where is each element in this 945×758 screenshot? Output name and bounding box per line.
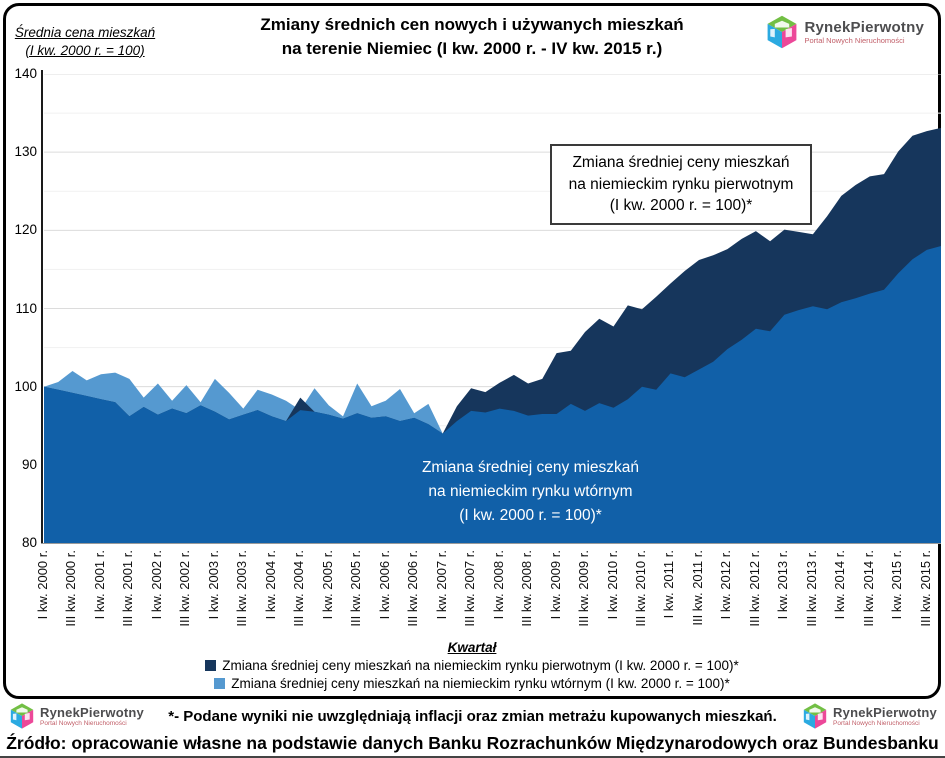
x-tick-label: I kw. 2013 r. <box>775 550 791 620</box>
annotation-secondary-line1: Zmiana średniej ceny mieszkań <box>421 459 640 476</box>
legend-label-primary: Zmiana średniej ceny mieszkań na niemiec… <box>222 658 739 673</box>
y-tick-label: 140 <box>14 66 37 81</box>
legend-swatch-primary <box>205 660 217 671</box>
y-axis-title-line2: (I kw. 2000 r. = 100) <box>25 42 145 58</box>
annotation-secondary-line2: na niemieckim rynku wtórnym <box>428 483 633 501</box>
logo-cube-icon <box>803 703 827 729</box>
y-tick-label: 90 <box>21 456 37 472</box>
x-tick-label: I kw. 2006 r. <box>376 550 392 620</box>
x-tick-label: I kw. 2010 r. <box>604 550 620 620</box>
annotation-primary-market: Zmiana średniej ceny mieszkań na niemiec… <box>550 144 812 226</box>
legend-label-secondary: Zmiana średniej ceny mieszkań na niemiec… <box>231 676 730 691</box>
x-tick-label: I kw. 2003 r. <box>205 550 221 620</box>
chart-title: Zmiany średnich cen nowych i używanych m… <box>176 13 768 61</box>
legend-item-secondary: Zmiana średniej ceny mieszkań na niemiec… <box>214 676 730 691</box>
logo-name: RynekPierwotny <box>40 705 144 720</box>
x-tick-label: I kw. 2007 r. <box>433 550 449 620</box>
y-axis-title: Średnia cena mieszkań (I kw. 2000 r. = 1… <box>10 24 160 59</box>
chart-legend: Zmiana średniej ceny mieszkań na niemiec… <box>6 658 938 691</box>
area-overlap <box>44 246 941 543</box>
x-tick-label: III kw. 2011 r. <box>689 550 705 626</box>
y-tick-label: 130 <box>14 144 37 160</box>
annotation-primary-line1: Zmiana średniej ceny mieszkań <box>572 154 790 171</box>
x-tick-label: III kw. 2005 r. <box>348 550 364 627</box>
annotation-secondary-line3: (I kw. 2000 r. = 100)* <box>459 507 602 525</box>
logo-rynekpierwotny-bottom-left: RynekPierwotny Portal Nowych Nieruchomoś… <box>8 702 144 730</box>
logo-subtitle: Portal Nowych Nieruchomości <box>40 720 127 727</box>
x-tick-label: III kw. 2002 r. <box>177 550 193 627</box>
x-tick-label: III kw. 2013 r. <box>803 550 819 627</box>
y-tick-label: 80 <box>21 535 37 550</box>
logo-name: RynekPierwotny <box>804 19 924 36</box>
area-chart <box>44 74 941 543</box>
x-tick-label: III kw. 2014 r. <box>860 550 876 627</box>
y-tick-label: 100 <box>14 378 37 394</box>
chart-frame: Średnia cena mieszkań (I kw. 2000 r. = 1… <box>3 3 941 699</box>
y-axis-line <box>41 70 43 544</box>
x-axis-line <box>41 543 941 544</box>
logo-rynekpierwotny-bottom-right: RynekPierwotny Portal Nowych Nieruchomoś… <box>801 702 937 730</box>
logo-subtitle: Portal Nowych Nieruchomości <box>804 36 905 45</box>
y-axis-title-line1: Średnia cena mieszkań <box>14 25 156 40</box>
x-tick-label: III kw. 2015 r. <box>917 550 933 627</box>
logo-rynekpierwotny-top: RynekPierwotny Portal Nowych Nieruchomoś… <box>764 14 924 50</box>
source-text: Źródło: opracowanie własne na podstawie … <box>6 733 939 753</box>
x-tick-label: I kw. 2004 r. <box>262 550 278 620</box>
chart-title-line1: Zmiany średnich cen nowych i używanych m… <box>260 15 684 34</box>
x-tick-label: I kw. 2009 r. <box>547 550 563 620</box>
logo-cube-icon <box>10 703 34 729</box>
x-tick-label: I kw. 2000 r. <box>35 550 50 620</box>
legend-item-primary: Zmiana średniej ceny mieszkań na niemiec… <box>205 658 739 673</box>
x-tick-label: I kw. 2011 r. <box>661 550 677 619</box>
y-tick-label: 120 <box>14 222 37 238</box>
x-tick-label: III kw. 2007 r. <box>462 550 478 627</box>
y-tick-label: 110 <box>15 300 37 316</box>
x-tick-label: I kw. 2008 r. <box>490 550 506 620</box>
x-tick-label: I kw. 2002 r. <box>148 550 164 620</box>
x-tick-label: III kw. 2000 r. <box>63 550 79 627</box>
x-tick-label: I kw. 2014 r. <box>832 550 848 620</box>
x-axis-title: Kwartał <box>447 640 497 655</box>
x-tick-label: III kw. 2003 r. <box>234 550 250 627</box>
logo-subtitle: Portal Nowych Nieruchomości <box>833 720 920 727</box>
x-tick-label: III kw. 2009 r. <box>576 550 592 627</box>
x-tick-label: I kw. 2005 r. <box>319 550 335 620</box>
x-tick-label: I kw. 2012 r. <box>718 550 734 620</box>
annotation-primary-line3: (I kw. 2000 r. = 100)* <box>609 197 753 215</box>
legend-swatch-secondary <box>214 678 226 689</box>
logo-name: RynekPierwotny <box>833 705 937 720</box>
x-tick-label: III kw. 2012 r. <box>746 550 762 627</box>
annotation-primary-line2: na niemieckim rynku pierwotnym <box>568 175 794 193</box>
chart-title-line2: na terenie Niemiec (I kw. 2000 r. - IV k… <box>281 38 663 58</box>
x-tick-label: III kw. 2006 r. <box>405 550 421 627</box>
annotation-secondary-market: Zmiana średniej ceny mieszkań na niemiec… <box>388 456 673 528</box>
logo-cube-icon <box>768 15 797 49</box>
x-tick-label: III kw. 2001 r. <box>120 550 136 627</box>
x-tick-label: I kw. 2015 r. <box>889 550 905 620</box>
x-tick-label: III kw. 2008 r. <box>519 550 535 627</box>
x-tick-label: III kw. 2004 r. <box>291 550 307 627</box>
footnote-text: *- Podane wyniki nie uwzględniają inflac… <box>168 707 777 725</box>
x-tick-label: I kw. 2001 r. <box>91 550 107 620</box>
footnote-row: RynekPierwotny Portal Nowych Nieruchomoś… <box>0 702 945 730</box>
x-tick-label: III kw. 2010 r. <box>633 550 648 627</box>
